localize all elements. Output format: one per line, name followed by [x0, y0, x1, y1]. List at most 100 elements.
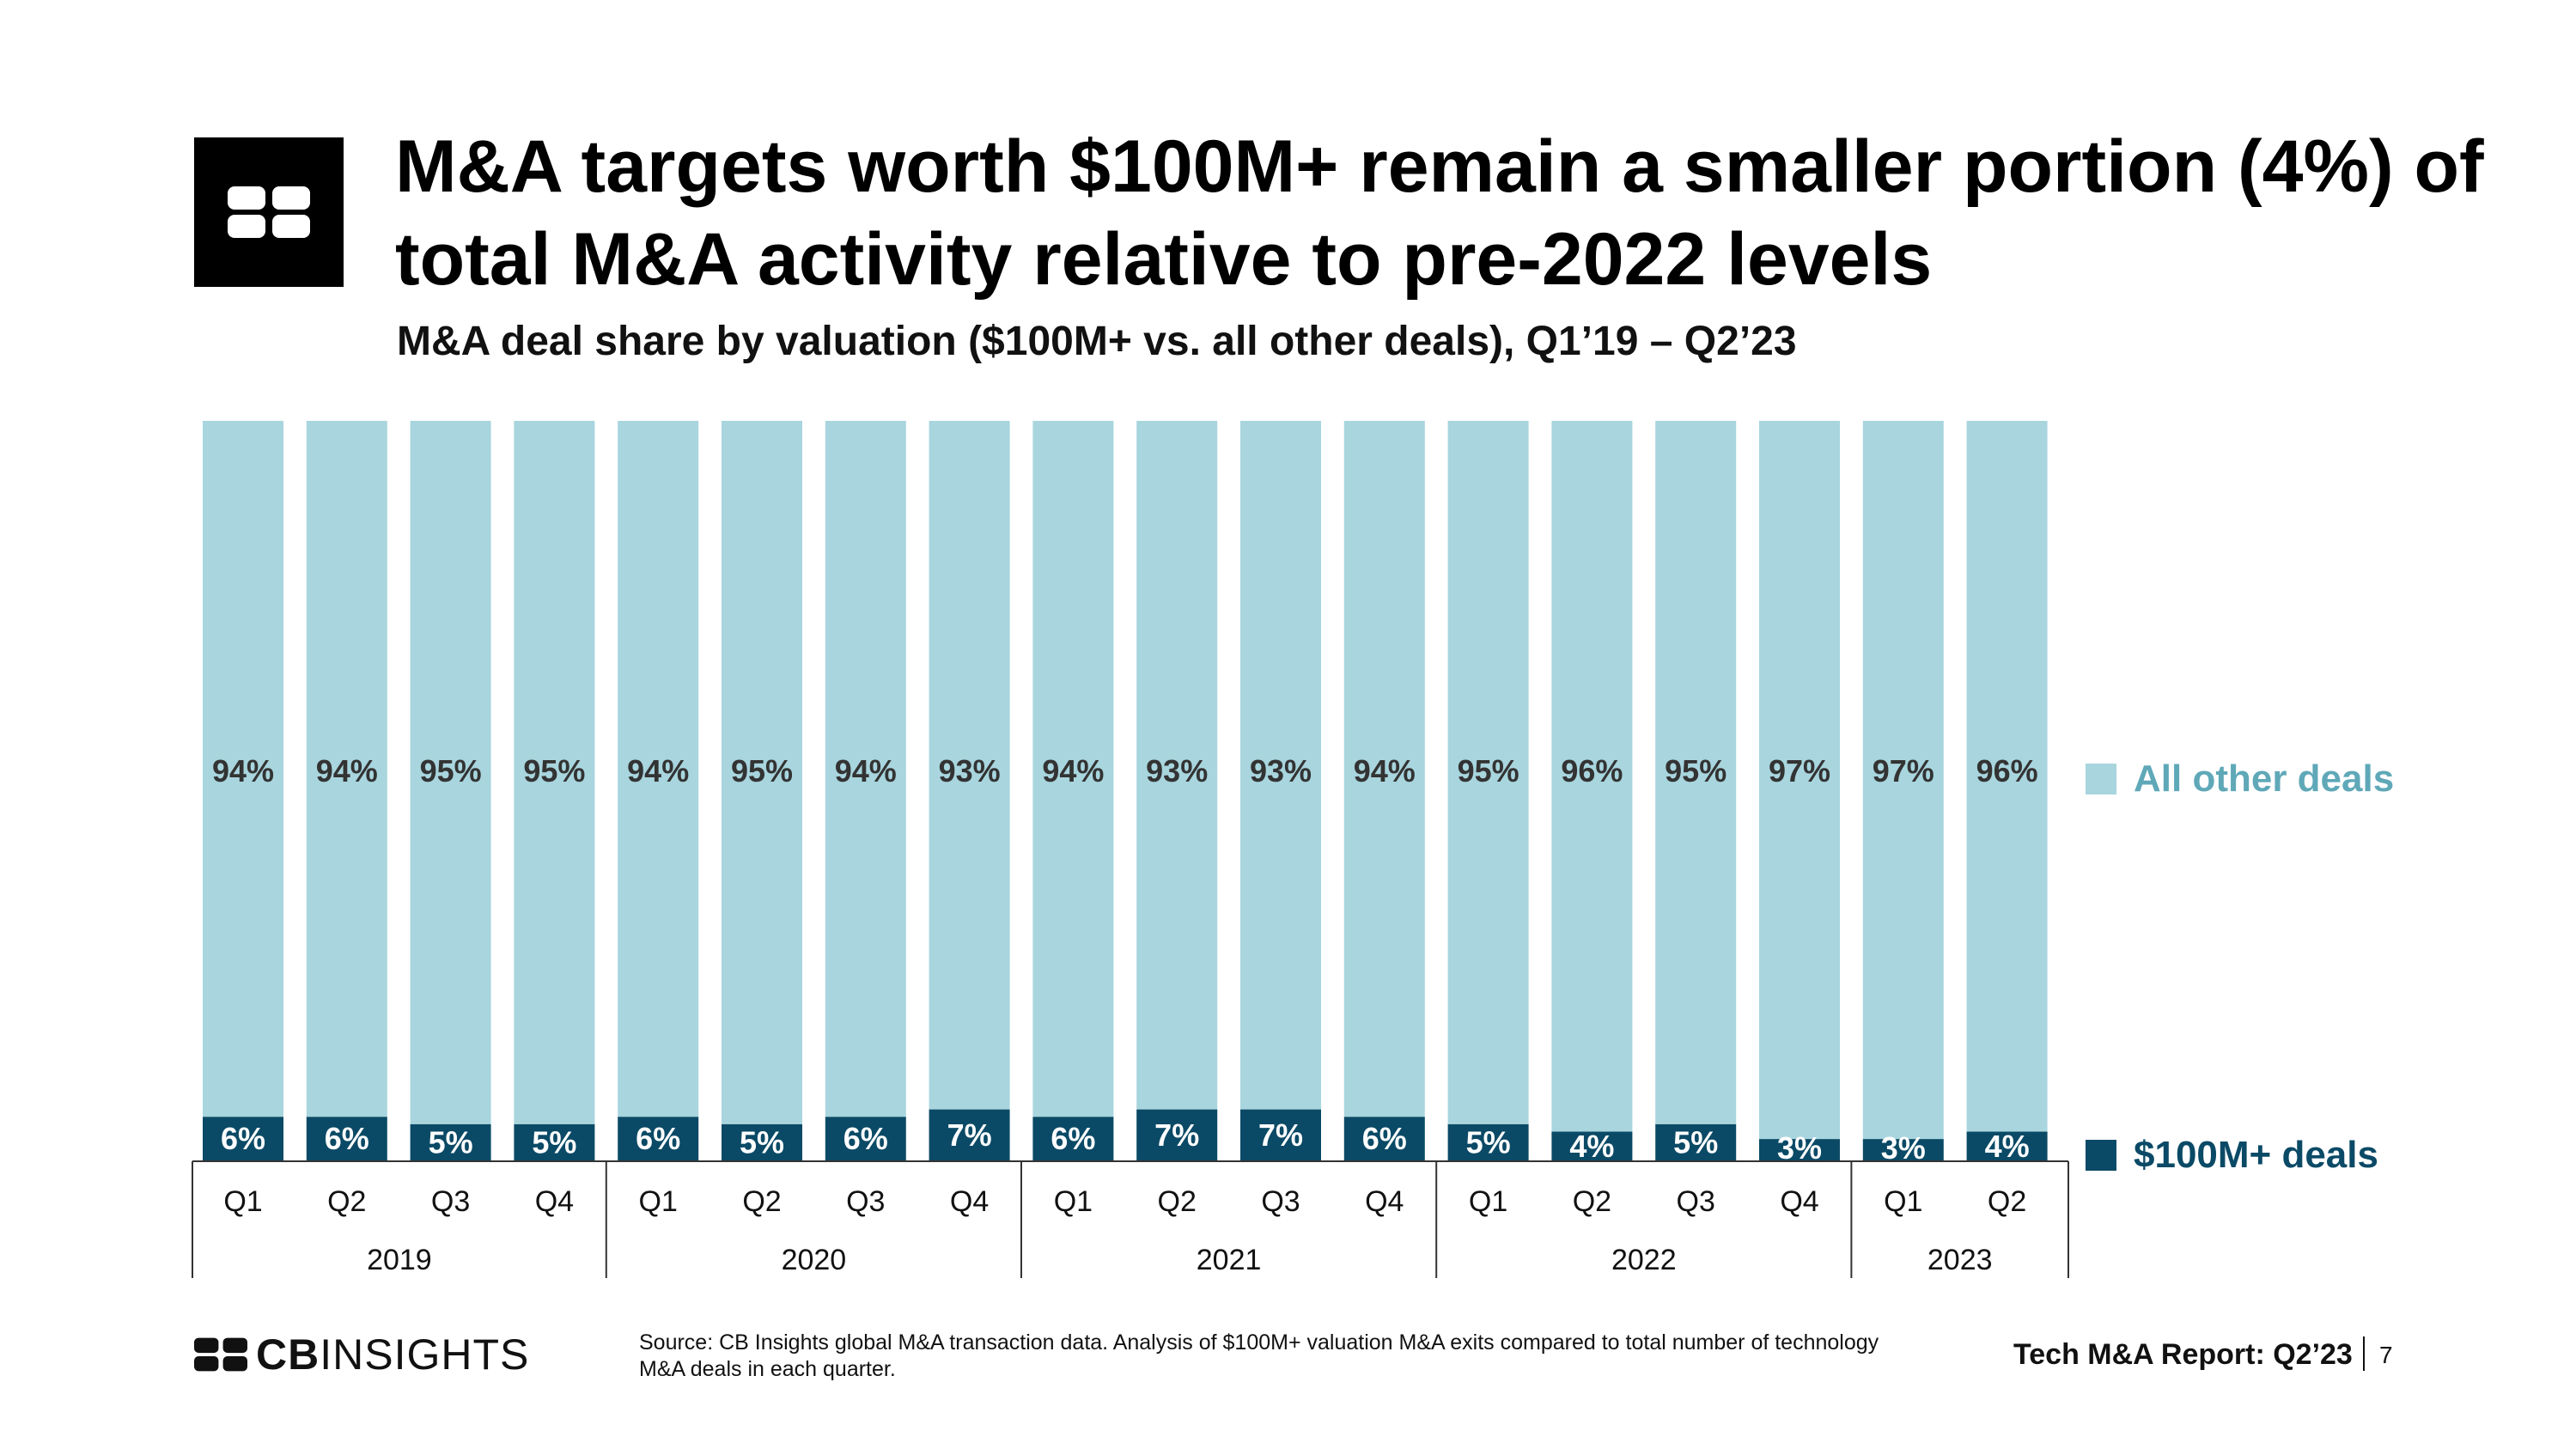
cb-logo-icon — [228, 186, 310, 238]
bar-all-other-deals — [410, 421, 491, 1124]
report-name: Tech M&A Report: Q2’23 — [2013, 1338, 2353, 1371]
x-tick-label-quarter: Q4 — [535, 1185, 574, 1218]
bar-100m-deals — [929, 1109, 1010, 1161]
x-group-label-year: 2019 — [367, 1244, 432, 1276]
bar-100m-deals — [1240, 1109, 1321, 1161]
bar-all-other-deals — [1240, 421, 1321, 1110]
data-label-100m-deals: 6% — [843, 1121, 888, 1156]
legend-swatch-large — [2086, 1140, 2116, 1171]
bar-all-other-deals — [1343, 421, 1425, 1117]
bar-all-other-deals — [514, 421, 595, 1124]
source-note: Source: CB Insights global M&A transacti… — [639, 1330, 1879, 1381]
bar-100m-deals — [825, 1117, 906, 1161]
bar-100m-deals — [1759, 1139, 1840, 1161]
x-tick-label-quarter: Q1 — [639, 1185, 678, 1218]
cb-logo — [194, 137, 344, 287]
data-label-100m-deals: 6% — [1362, 1121, 1407, 1156]
data-label-100m-deals: 6% — [325, 1121, 369, 1156]
data-label-all-other-deals: 94% — [316, 753, 378, 788]
x-tick-label-quarter: Q2 — [742, 1185, 781, 1218]
bar-all-other-deals — [825, 421, 906, 1117]
data-label-all-other-deals: 94% — [835, 753, 897, 788]
x-tick-label-quarter: Q4 — [1780, 1185, 1818, 1218]
bar-100m-deals — [722, 1123, 802, 1161]
data-label-100m-deals: 4% — [1985, 1129, 2030, 1164]
bar-all-other-deals — [306, 421, 387, 1117]
bar-all-other-deals — [929, 421, 1010, 1110]
bar-100m-deals — [1966, 1131, 2048, 1161]
data-label-100m-deals: 3% — [1881, 1130, 1926, 1166]
stacked-bar-chart: 94% 6% Q1 94% 6% Q2 95% 5% Q3 95% 5% Q4 94% 6% Q1 95% 5%… — [192, 421, 2069, 1278]
legend-label-other: All other deals — [2134, 758, 2395, 800]
legend-swatch-other — [2086, 764, 2116, 795]
x-tick-label-quarter: Q1 — [223, 1185, 262, 1218]
data-label-all-other-deals: 94% — [627, 753, 689, 788]
x-tick-label-quarter: Q1 — [1054, 1185, 1093, 1218]
data-label-100m-deals: 7% — [947, 1117, 992, 1153]
data-label-all-other-deals: 96% — [1561, 753, 1623, 788]
data-label-100m-deals: 3% — [1777, 1130, 1822, 1166]
bar-100m-deals — [203, 1117, 283, 1161]
data-label-100m-deals: 5% — [532, 1124, 576, 1160]
data-label-all-other-deals: 93% — [1146, 753, 1208, 788]
data-label-all-other-deals: 96% — [1976, 753, 2038, 788]
x-tick-label-quarter: Q2 — [1158, 1185, 1197, 1218]
data-label-all-other-deals: 94% — [1354, 753, 1416, 788]
data-label-100m-deals: 6% — [636, 1121, 680, 1156]
bar-100m-deals — [410, 1123, 491, 1161]
bar-all-other-deals — [1655, 421, 1737, 1124]
data-label-all-other-deals: 95% — [1458, 753, 1519, 788]
data-label-all-other-deals: 93% — [939, 753, 1001, 788]
data-label-100m-deals: 5% — [1466, 1124, 1511, 1160]
data-label-all-other-deals: 95% — [523, 753, 585, 788]
x-group-label-year: 2023 — [1927, 1244, 1993, 1276]
bar-all-other-deals — [1032, 421, 1114, 1117]
bar-all-other-deals — [722, 421, 802, 1124]
data-label-all-other-deals: 97% — [1873, 753, 1934, 788]
bar-100m-deals — [1447, 1123, 1529, 1161]
data-label-100m-deals: 7% — [1154, 1117, 1199, 1153]
x-tick-label-quarter: Q2 — [327, 1185, 366, 1218]
footer-brand: CBINSIGHTS — [194, 1330, 529, 1379]
x-tick-label-quarter: Q1 — [1884, 1185, 1922, 1218]
data-label-all-other-deals: 97% — [1769, 753, 1830, 788]
x-group-label-year: 2022 — [1611, 1244, 1677, 1276]
data-label-all-other-deals: 94% — [1042, 753, 1104, 788]
page-title: M&A targets worth $100M+ remain a smalle… — [395, 125, 2484, 301]
bar-100m-deals — [1862, 1139, 1944, 1161]
bar-100m-deals — [1655, 1123, 1737, 1161]
bar-all-other-deals — [618, 421, 699, 1117]
data-label-100m-deals: 4% — [1569, 1129, 1614, 1164]
data-label-all-other-deals: 94% — [212, 753, 274, 788]
data-label-100m-deals: 6% — [221, 1121, 265, 1156]
x-tick-label-quarter: Q4 — [1365, 1185, 1404, 1218]
cb-mark-icon — [194, 1337, 247, 1372]
page-number: 7 — [2379, 1342, 2393, 1368]
chart-subtitle: M&A deal share by valuation ($100M+ vs. … — [397, 319, 1797, 364]
bar-100m-deals — [1032, 1117, 1114, 1161]
bar-all-other-deals — [1136, 421, 1218, 1110]
page-separator — [2363, 1336, 2365, 1371]
bar-100m-deals — [1136, 1109, 1218, 1161]
x-group-label-year: 2020 — [782, 1244, 847, 1276]
bar-all-other-deals — [1862, 421, 1944, 1140]
x-group-label-year: 2021 — [1197, 1244, 1262, 1276]
data-label-100m-deals: 7% — [1258, 1117, 1303, 1153]
x-tick-label-quarter: Q3 — [1677, 1185, 1715, 1218]
data-label-100m-deals: 5% — [429, 1124, 473, 1160]
legend-all-other-deals: All other deals — [2086, 758, 2394, 801]
bar-100m-deals — [514, 1123, 595, 1161]
legend-100m-deals: $100M+ deals — [2086, 1134, 2378, 1177]
x-tick-label-quarter: Q2 — [1573, 1185, 1611, 1218]
bar-100m-deals — [1551, 1131, 1633, 1161]
bar-all-other-deals — [1447, 421, 1529, 1124]
x-tick-label-quarter: Q3 — [1261, 1185, 1300, 1218]
data-label-all-other-deals: 95% — [731, 753, 793, 788]
legend-label-large: $100M+ deals — [2134, 1134, 2378, 1176]
bar-100m-deals — [618, 1117, 699, 1161]
bar-all-other-deals — [203, 421, 283, 1117]
data-label-100m-deals: 5% — [740, 1124, 784, 1160]
bar-100m-deals — [306, 1117, 387, 1161]
x-tick-label-quarter: Q3 — [431, 1185, 470, 1218]
bar-all-other-deals — [1551, 421, 1633, 1132]
